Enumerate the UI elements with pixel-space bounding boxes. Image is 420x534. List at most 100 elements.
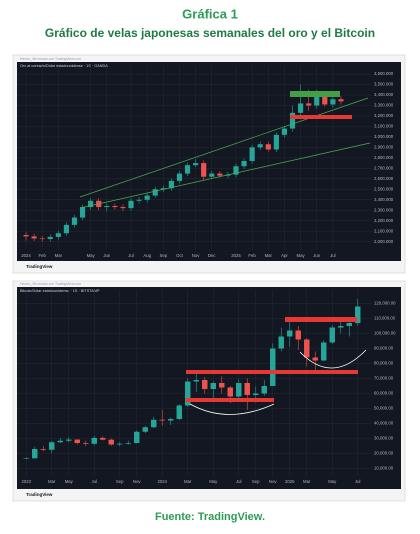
x-tick-label: 2025 [285, 479, 295, 484]
chart-header: Oro al contado/Dólar estadounidense · 1S… [20, 64, 108, 68]
brand-label: TradingView [26, 264, 53, 269]
support-zone [186, 398, 274, 402]
y-tick-label: 110,000.00 [374, 316, 396, 321]
x-tick-label: Nov [133, 479, 141, 484]
y-tick-label: 60,000.00 [374, 391, 394, 396]
trend-line [79, 97, 369, 198]
x-tick-label: Mar [303, 479, 311, 484]
candle-body [346, 323, 352, 326]
candle-body [322, 96, 328, 105]
candle-body [184, 165, 191, 174]
candle-body [227, 387, 233, 397]
trend-line [79, 142, 371, 209]
x-tick-label: Mar [265, 253, 273, 258]
candle-body [253, 393, 259, 395]
candle-body [281, 128, 288, 135]
candle-body [39, 238, 45, 240]
resistance-zone [290, 91, 340, 97]
candle-body [142, 427, 148, 432]
x-tick-label: Jun [103, 253, 111, 258]
x-tick-label: Sep [159, 253, 167, 258]
y-tick-label: 3,000.000 [374, 134, 394, 139]
y-tick-label: 3,300.000 [374, 103, 394, 108]
x-tick-label: Mar [55, 253, 63, 258]
brand-label: TradingView [26, 492, 53, 497]
candle-body [63, 224, 69, 234]
x-tick-label: Oct [176, 253, 183, 258]
candle-body [160, 188, 166, 190]
candle-body [159, 419, 165, 421]
candle-body [257, 144, 263, 148]
x-tick-label: Jul [92, 479, 98, 484]
x-tick-label: May [87, 253, 96, 258]
pattern-arc [189, 403, 275, 415]
x-tick-label: Nov [192, 253, 200, 258]
candle-body [298, 103, 304, 113]
candle-body [31, 236, 37, 239]
candle-body [338, 99, 344, 102]
x-tick-label: May [328, 479, 337, 484]
candle-body [329, 327, 335, 343]
candle-body [265, 144, 271, 150]
y-tick-label: 20,000.00 [374, 451, 394, 456]
y-tick-label: 90,000.00 [374, 346, 394, 351]
candle-body [104, 206, 110, 208]
candle-body [47, 236, 53, 240]
candle-body [193, 163, 199, 166]
candle-body [23, 235, 29, 237]
y-tick-label: 70,000.00 [374, 376, 394, 381]
y-tick-label: 2,700.000 [374, 165, 394, 170]
x-tick-label: Feb [248, 253, 256, 258]
candle-body [91, 437, 97, 444]
candle-body [74, 439, 80, 443]
y-tick-label: 40,000.00 [374, 421, 394, 426]
support-zone [290, 115, 352, 119]
candle-body [209, 173, 215, 177]
y-tick-label: 100,000.00 [374, 331, 396, 336]
candle-body [185, 381, 191, 406]
y-tick-label: 120,000.00 [374, 301, 396, 306]
y-tick-label: 2,500.000 [374, 186, 394, 191]
candle-body [241, 161, 247, 167]
candle-body [152, 189, 158, 196]
x-tick-label: May [65, 479, 74, 484]
candle-body [134, 431, 140, 443]
candle-body [112, 206, 118, 208]
candle-body [287, 330, 293, 337]
x-tick-label: Mar [48, 479, 56, 484]
candle-body [289, 112, 296, 129]
candle-body [55, 233, 61, 237]
candle-body [312, 357, 318, 361]
candle-body [321, 342, 327, 361]
x-tick-label: Jul [236, 479, 242, 484]
chart-header: Bitcoin/Dólar estadounidense · 1S · BITS… [20, 289, 100, 293]
x-tick-label: Sep [116, 479, 124, 484]
chart-caption: Hector_JM creado con TradingView.com [20, 282, 81, 286]
support-zone [186, 370, 358, 374]
candle-body [202, 380, 208, 389]
x-tick-label: Jul [330, 253, 336, 258]
y-tick-label: 2,000.000 [374, 239, 394, 244]
y-tick-label: 2,300.000 [374, 207, 394, 212]
y-tick-label: 3,400.000 [374, 92, 394, 97]
candle-body [295, 330, 301, 340]
x-tick-label: May [297, 253, 306, 258]
candle-body [273, 134, 279, 150]
y-tick-label: 3,200.000 [374, 113, 394, 118]
y-tick-label: 3,600.000 [374, 71, 394, 76]
candle-body [57, 440, 63, 443]
candle-body [125, 443, 131, 444]
candle-body [108, 439, 114, 445]
candle-body [71, 217, 78, 225]
x-tick-label: May [209, 479, 218, 484]
candle-body [128, 200, 134, 209]
x-tick-label: Sep [252, 479, 260, 484]
y-tick-label: 2,200.000 [374, 218, 394, 223]
x-tick-label: Jul [128, 253, 134, 258]
resistance-zone [285, 317, 357, 322]
chart-caption: Hector_JM creado con TradingView.com [20, 57, 81, 61]
candle-body [176, 173, 183, 181]
x-tick-label: 2023 [21, 479, 31, 484]
x-tick-label: Mar [184, 479, 192, 484]
